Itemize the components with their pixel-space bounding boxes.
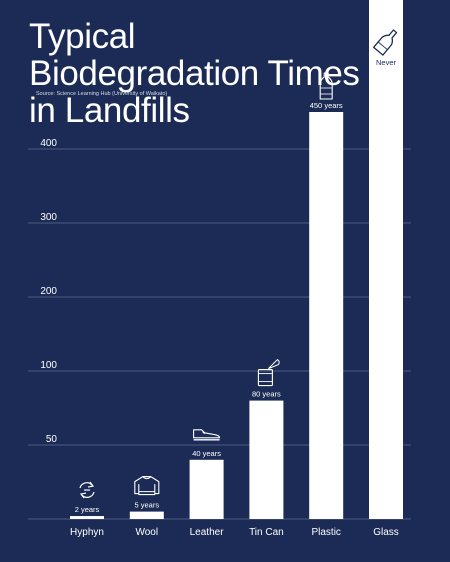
category-label: Glass	[373, 527, 399, 538]
bar-icons	[79, 29, 398, 499]
data-label: 2 years	[75, 505, 100, 514]
chart-title: Typical Biodegradation Times in Landfill…	[29, 17, 360, 130]
data-label: 40 years	[192, 449, 221, 458]
y-tick-label-400: 400	[40, 138, 57, 149]
data-label: 5 years	[134, 501, 159, 510]
category-label: Plastic	[311, 527, 340, 538]
y-tick-label-200: 200	[40, 286, 57, 297]
y-tick-label-50: 50	[46, 434, 58, 445]
data-label: 450 years	[310, 101, 343, 110]
tin-can-icon	[257, 358, 280, 387]
y-tick-label-100: 100	[40, 360, 57, 371]
bar-leather	[189, 459, 224, 519]
category-label: Wool	[135, 527, 158, 538]
bars	[70, 0, 403, 519]
sweater-icon	[134, 476, 160, 496]
data-label: 80 years	[252, 390, 281, 399]
category-label: Hyphyn	[70, 527, 104, 538]
bar-plastic	[309, 112, 344, 519]
y-axis-tick-labels: 50 100 200 300 400	[40, 138, 57, 445]
recycle-icon	[79, 481, 95, 499]
data-label: Never	[376, 58, 397, 67]
plastic-bottle-icon	[319, 72, 333, 100]
category-label: Leather	[190, 527, 225, 538]
bar-wool	[129, 511, 164, 519]
y-tick-label-300: 300	[40, 212, 57, 223]
bar-hyphyn	[70, 516, 104, 519]
category-labels: Hyphyn Wool Leather Tin Can Plastic Glass	[70, 527, 399, 538]
bar-tin-can	[249, 400, 284, 519]
source-note: Source: Science Learning Hub (University…	[36, 91, 168, 97]
category-label: Tin Can	[249, 527, 284, 538]
bar-glass	[369, 0, 403, 519]
shoe-icon	[193, 429, 221, 441]
glass-bottle-icon	[373, 29, 398, 56]
data-labels: 2 years 5 years 40 years 80 years 450 years N…	[75, 58, 397, 514]
